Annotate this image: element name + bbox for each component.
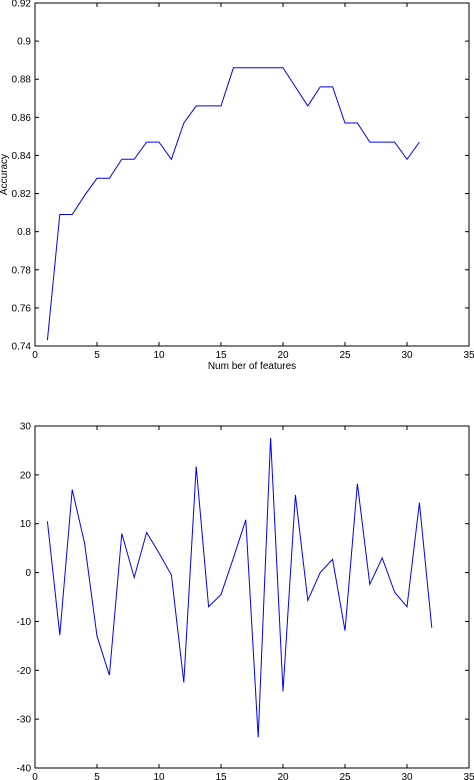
y-tick-label: 0.86 [12,113,32,124]
x-tick-label: 15 [215,772,227,780]
y-tick-label: -30 [17,715,32,726]
x-tick-label: 35 [463,772,474,780]
x-tick-label: 0 [32,350,38,361]
y-tick-label: 0.92 [12,0,32,10]
x-tick-label: 20 [277,350,289,361]
y-tick-label: 0.82 [12,189,32,200]
y-tick-label: -10 [17,617,32,628]
y-tick-label: 10 [20,519,32,530]
y-tick-label: -20 [17,666,32,677]
y-tick-label: 0.8 [17,227,31,238]
y-tick-label: 0.88 [12,75,32,86]
x-tick-label: 30 [401,350,413,361]
series-line [46,437,433,738]
y-tick-label: 30 [20,422,32,433]
y-tick-label: 0.9 [17,37,31,48]
y-tick-label: 0.84 [12,151,32,162]
y-tick-label: 0.78 [12,265,32,276]
plot-area [34,2,470,347]
y-tick-label: 0 [25,568,31,579]
x-tick-label: 20 [277,772,289,780]
feature-weights-chart: 0 5 10 15 20 25 30 35 -40 -30 -20 -10 0 10 20 30 [17,422,474,780]
y-tick-label: -40 [17,764,32,775]
x-tick-label: 15 [215,350,227,361]
plot-area [34,425,470,769]
y-tick-label: 20 [20,470,32,481]
x-tick-label: 25 [339,350,351,361]
x-tick-label: 25 [339,772,351,780]
y-axis-label: Accuracy [0,154,10,195]
x-tick-label: 5 [94,350,100,361]
y-tick-label: 0.74 [12,342,32,353]
series-line [46,67,420,341]
x-axis-label: Num ber of features [208,361,296,372]
x-tick-label: 10 [153,350,165,361]
x-tick-label: 35 [463,350,474,361]
x-tick-label: 10 [153,772,165,780]
y-tick-label: 0.76 [12,303,32,314]
accuracy-chart: 0 5 10 15 20 25 30 35 0.74 0.76 0.78 0.8 0.82 0.84 0.8… [0,0,474,372]
x-tick-label: 0 [32,772,38,780]
x-tick-label: 5 [94,772,100,780]
x-tick-label: 30 [401,772,413,780]
